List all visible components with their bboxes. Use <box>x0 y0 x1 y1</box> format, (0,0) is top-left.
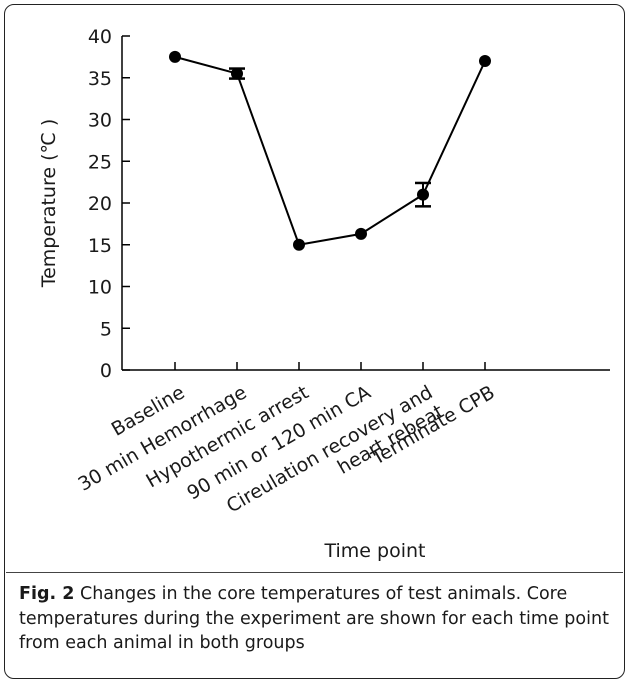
data-point <box>355 227 367 240</box>
caption-label: Fig. 2 <box>19 584 75 604</box>
y-axis-label: Temperature (℃ ) <box>38 119 60 289</box>
y-tick-label: 35 <box>88 68 112 90</box>
y-tick-label: 25 <box>88 151 112 173</box>
data-point <box>231 67 243 80</box>
y-tick-label: 0 <box>100 360 112 382</box>
caption-text: Changes in the core temperatures of test… <box>19 584 609 653</box>
y-tick-label: 30 <box>88 110 112 132</box>
series-line <box>174 55 486 246</box>
data-point <box>169 50 181 63</box>
y-tick-label: 10 <box>88 277 112 299</box>
y-tick-label: 40 <box>88 26 112 48</box>
data-point <box>479 55 491 68</box>
y-tick-label: 5 <box>100 318 112 340</box>
caption-divider <box>6 572 623 573</box>
data-point <box>417 188 429 201</box>
figure-caption: Fig. 2 Changes in the core temperatures … <box>19 582 609 656</box>
figure-frame <box>4 4 625 679</box>
y-tick-label: 20 <box>88 193 112 215</box>
x-axis-label: Time point <box>324 540 426 562</box>
data-point <box>293 238 305 251</box>
y-tick-label: 15 <box>88 235 112 257</box>
